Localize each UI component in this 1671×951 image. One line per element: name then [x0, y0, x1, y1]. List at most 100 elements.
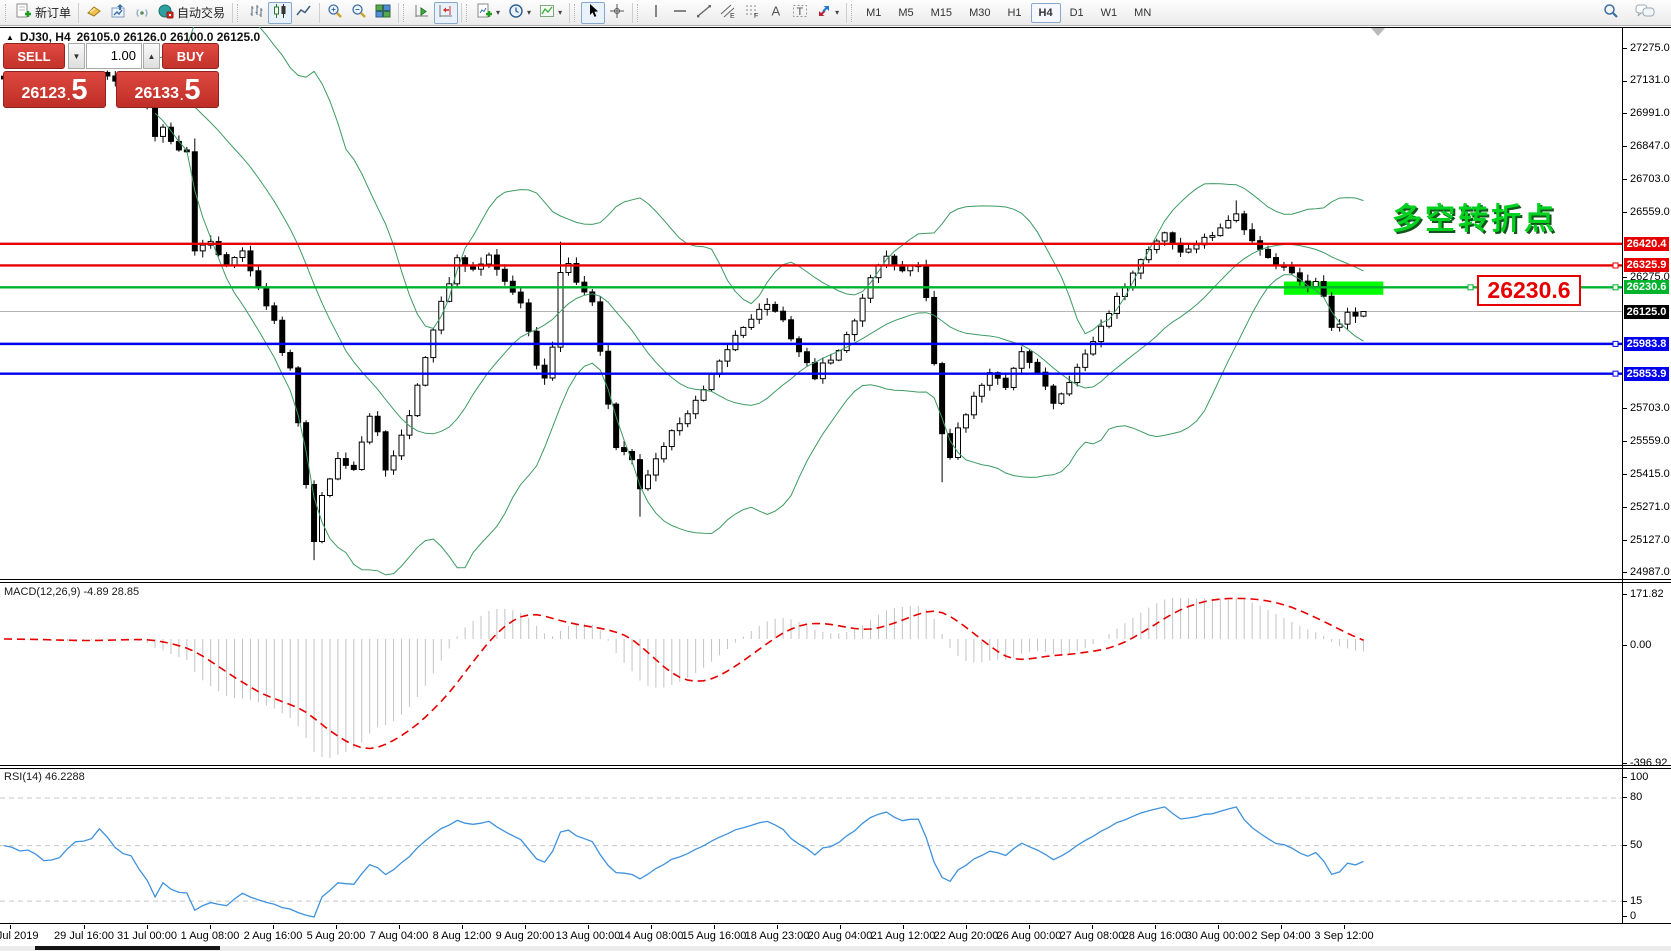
chat-button[interactable]	[1631, 2, 1659, 24]
timeframe-m5[interactable]: M5	[890, 3, 921, 23]
price-tick-mark	[1623, 408, 1627, 410]
macd-tick-label: 0.00	[1630, 639, 1652, 651]
time-tick-label: 22 Aug 20:00	[933, 930, 999, 942]
text-button[interactable]: A	[764, 2, 788, 24]
fibonacci-button[interactable]: F	[740, 2, 764, 24]
buy-button[interactable]: BUY	[162, 43, 219, 69]
tile-windows-button[interactable]	[371, 2, 395, 24]
bid-price-box[interactable]: 26123 . 5	[3, 71, 106, 108]
price-tick-mark	[1623, 113, 1627, 115]
zoom-in-icon	[327, 3, 343, 22]
timeframe-d1[interactable]: D1	[1062, 3, 1092, 23]
chart-canvas[interactable]	[0, 27, 1622, 924]
text-label-button[interactable]: T	[788, 2, 812, 24]
horizontal-scrollbar[interactable]	[0, 946, 1671, 951]
zoom-out-icon	[351, 3, 367, 22]
bid-integer: 26123	[21, 85, 67, 102]
price-tick-mark	[1623, 507, 1627, 509]
price-tick-mark	[1623, 277, 1627, 279]
horizontal-line-button[interactable]	[668, 2, 692, 24]
volume-increase-button[interactable]: ▲	[143, 43, 160, 69]
timeframe-h4[interactable]: H4	[1030, 2, 1061, 23]
rsi-tick-label: 50	[1630, 839, 1643, 852]
volume-input[interactable]: 1.00	[86, 43, 142, 69]
panel-separator[interactable]	[0, 579, 1671, 580]
candlestick-chart-button[interactable]	[268, 1, 293, 24]
price-tick-mark	[1623, 146, 1627, 148]
time-tick-mark	[210, 925, 211, 929]
line-anchor	[1467, 284, 1474, 291]
auto-trading-button[interactable]: 自动交易	[154, 2, 229, 24]
panel-separator[interactable]	[0, 768, 1671, 769]
main-price-panel	[0, 27, 1622, 576]
line-chart-button[interactable]	[292, 2, 316, 24]
new-order-button[interactable]: 新订单	[12, 2, 75, 24]
toolbar-grip	[851, 3, 855, 22]
time-tick-mark	[10, 925, 11, 929]
bid-decimal-point: .	[67, 89, 71, 103]
zoom-out-button[interactable]	[347, 2, 371, 24]
template-button[interactable]: ▾	[535, 2, 566, 24]
price-axis-line	[1622, 27, 1623, 923]
ask-decimal-point: .	[180, 89, 184, 103]
bar-chart-button[interactable]	[244, 2, 268, 24]
annotation-text[interactable]: 多空转折点	[1392, 203, 1557, 236]
price-axis-badge: 25853.9	[1624, 366, 1669, 381]
horizontal-line-icon	[672, 3, 688, 22]
time-tick-mark	[966, 925, 967, 929]
price-tick-label: 26991.0	[1630, 106, 1670, 119]
line-anchor	[1612, 284, 1619, 291]
rsi-tick-mark	[1623, 916, 1627, 917]
equidistant-channel-button[interactable]: E	[716, 2, 740, 24]
chart-shift-button[interactable]	[434, 1, 459, 24]
scrollbar-thumb[interactable]	[35, 946, 220, 950]
crosshair-button[interactable]	[605, 2, 629, 24]
toolbar-right-group	[1599, 2, 1667, 24]
profiles-button[interactable]: ▾	[504, 2, 535, 24]
ask-price-box[interactable]: 26133 . 5	[116, 71, 219, 108]
toolbar-separator	[232, 2, 234, 23]
zoom-in-button[interactable]	[323, 2, 347, 24]
macd-tick-label: 171.82	[1630, 587, 1664, 600]
gold-layers-button[interactable]	[82, 2, 106, 24]
timeframe-m1[interactable]: M1	[858, 3, 889, 23]
toolbar-separator	[632, 2, 634, 23]
auto-scroll-button[interactable]	[410, 2, 434, 24]
chart-shift-marker-icon[interactable]	[1371, 28, 1385, 36]
collapse-panel-icon[interactable]: ▲	[6, 32, 14, 42]
timeframe-h1[interactable]: H1	[999, 3, 1029, 23]
time-tick-mark	[1092, 925, 1093, 929]
vertical-line-button[interactable]	[644, 2, 668, 24]
toolbar-grip	[403, 3, 407, 22]
macd-tick-label: -396.92	[1630, 757, 1668, 769]
new-chart-button[interactable]: ▾	[473, 2, 504, 24]
timeframe-m30[interactable]: M30	[961, 3, 998, 23]
trendline-button[interactable]	[692, 2, 716, 24]
search-button[interactable]	[1599, 2, 1623, 24]
toolbar-separator	[319, 2, 321, 23]
signal-button[interactable]	[130, 2, 154, 24]
panel-separator[interactable]	[0, 765, 1671, 766]
panel-separator[interactable]	[0, 582, 1671, 583]
sell-button[interactable]: SELL	[3, 43, 65, 69]
timeframe-w1[interactable]: W1	[1093, 3, 1126, 23]
ask-fraction: 5	[184, 74, 201, 106]
line-anchor	[1612, 340, 1619, 347]
dropdown-caret-icon: ▾	[835, 7, 840, 17]
timeframe-m15[interactable]: M15	[923, 3, 960, 23]
auto-trading-label: 自动交易	[177, 6, 226, 20]
volume-decrease-button[interactable]: ▼	[68, 43, 85, 69]
publish-chart-button[interactable]	[106, 2, 130, 24]
tile-windows-icon	[375, 3, 391, 22]
arrows-button[interactable]: ▾	[812, 2, 843, 24]
cursor-button[interactable]	[581, 1, 606, 24]
price-level-label[interactable]: 26230.6	[1477, 275, 1581, 306]
time-tick-label: 3 Sep 12:00	[1314, 930, 1374, 942]
time-tick-mark	[840, 925, 841, 929]
time-tick-mark	[1281, 925, 1282, 929]
price-tick-label: 26847.0	[1630, 139, 1670, 152]
time-tick-label: 26 Aug 00:00	[996, 930, 1062, 942]
time-tick-label: 2 Sep 04:00	[1251, 930, 1311, 942]
timeframe-mn[interactable]: MN	[1126, 3, 1159, 23]
time-tick-mark	[1029, 925, 1030, 929]
